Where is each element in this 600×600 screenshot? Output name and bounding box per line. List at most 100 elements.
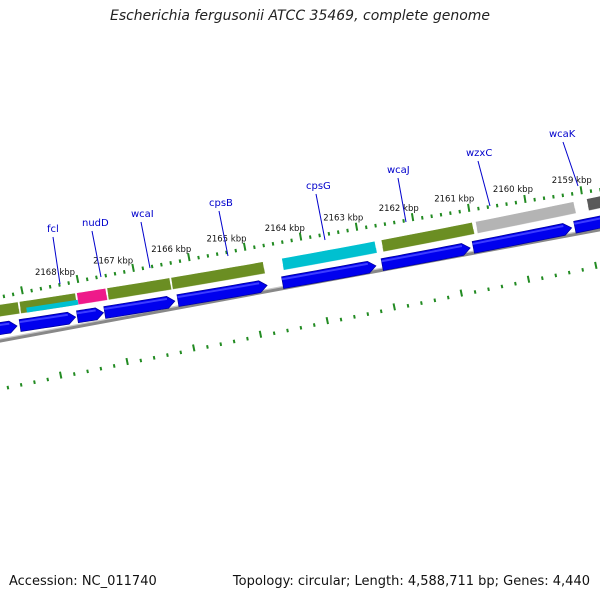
inner-tick <box>487 287 490 292</box>
minor-tick <box>421 215 424 220</box>
major-tick <box>467 203 471 212</box>
minor-tick <box>290 238 293 243</box>
inner-tick <box>166 353 169 357</box>
minor-tick <box>160 262 163 267</box>
feature-shade <box>476 208 577 234</box>
kbp-label: 2162 kbp <box>379 204 419 214</box>
inner-tick <box>192 344 196 352</box>
minor-tick <box>169 261 173 265</box>
gene-label-cpsG: cpsG <box>306 181 331 192</box>
inner-tick <box>86 369 89 374</box>
minor-tick <box>505 202 508 206</box>
minor-tick <box>104 273 108 278</box>
gene-arrow-shine <box>472 224 564 245</box>
inner-tick <box>473 290 477 294</box>
genome-summary-label: Topology: circular; Length: 4,588,711 bp… <box>232 574 590 589</box>
feature-shade <box>382 229 475 252</box>
kbp-label: 2160 kbp <box>493 185 533 195</box>
minor-tick <box>486 205 490 209</box>
inner-tick <box>312 323 316 327</box>
inner-tick <box>58 371 63 379</box>
outer-tick-ring <box>2 186 600 299</box>
minor-tick <box>439 212 443 217</box>
gene-arrow-shine <box>76 309 96 315</box>
minor-tick <box>95 275 98 280</box>
minor-tick <box>392 220 396 225</box>
gene-track[interactable] <box>0 208 600 341</box>
gene-leader-line <box>140 221 151 269</box>
inner-tick <box>246 336 249 341</box>
gene-leader-line <box>477 160 491 207</box>
minor-tick <box>141 266 145 271</box>
major-tick <box>354 222 359 231</box>
gene-arrow-shine <box>19 313 68 324</box>
minor-tick <box>514 200 518 205</box>
inner-tick <box>459 289 464 297</box>
feature-track[interactable] <box>0 187 600 322</box>
minor-tick <box>364 225 368 230</box>
gene-arrow-shine <box>381 245 463 263</box>
major-tick <box>579 186 583 195</box>
minor-tick <box>234 248 238 253</box>
inner-tick <box>258 330 263 338</box>
minor-tick <box>39 286 43 291</box>
inner-tick <box>526 275 531 283</box>
inner-tick <box>232 339 236 344</box>
inner-tick <box>433 298 437 303</box>
major-tick <box>187 253 191 262</box>
gene-arrow-shine <box>104 297 168 311</box>
minor-tick <box>402 219 405 223</box>
gene-leader-line <box>91 230 102 278</box>
inner-tick <box>299 325 303 330</box>
label-layer: 2159 kbp 2160 kbp 2161 kbp 2162 kbp 2163 kbp… <box>35 129 592 285</box>
inner-tick <box>514 281 517 286</box>
inner-tick <box>353 314 356 319</box>
inner-tick <box>272 331 276 336</box>
inner-tick <box>406 303 410 308</box>
inner-tick <box>392 303 396 311</box>
inner-tick <box>179 350 183 355</box>
gene-arrow <box>18 311 77 332</box>
inner-tick <box>33 380 36 385</box>
gene-label-fcl: fcl <box>47 224 59 235</box>
inner-tick <box>581 267 585 272</box>
inner-tick <box>325 316 329 325</box>
gene-arrow-shine <box>177 282 260 299</box>
minor-tick <box>430 214 433 219</box>
kbp-label: 2161 kbp <box>434 195 474 205</box>
inner-tick <box>206 344 209 349</box>
minor-tick <box>281 240 284 245</box>
inner-tick <box>72 372 76 376</box>
inner-tick <box>366 312 370 316</box>
feature-block-cyan <box>26 299 79 313</box>
inner-tick <box>19 382 23 387</box>
kbp-label: 2159 kbp <box>552 176 592 186</box>
minor-tick <box>150 264 154 269</box>
minor-tick <box>85 277 89 282</box>
kbp-label: 2168 kbp <box>35 268 75 278</box>
gene-label-cpsB: cpsB <box>209 198 233 209</box>
inner-tick <box>339 317 343 322</box>
inner-tick <box>540 276 544 281</box>
major-tick <box>20 286 24 295</box>
minor-tick <box>113 271 117 276</box>
minor-tick <box>178 259 182 264</box>
minor-tick <box>336 230 340 235</box>
gene-leader-line <box>52 236 61 285</box>
feature-shade <box>107 284 172 300</box>
minor-tick <box>11 292 15 297</box>
gene-leader-line <box>218 210 229 257</box>
major-tick <box>242 242 247 251</box>
inner-tick <box>152 355 156 360</box>
minor-tick <box>449 211 452 216</box>
kbp-label: 2167 kbp <box>93 256 133 266</box>
minor-tick <box>262 243 265 248</box>
minor-tick <box>48 284 52 289</box>
inner-tick <box>594 261 598 269</box>
minor-tick <box>561 193 565 198</box>
inner-tick <box>99 366 103 371</box>
minor-tick <box>374 223 377 228</box>
feature-shade <box>282 248 378 271</box>
feature-shade <box>77 295 108 305</box>
